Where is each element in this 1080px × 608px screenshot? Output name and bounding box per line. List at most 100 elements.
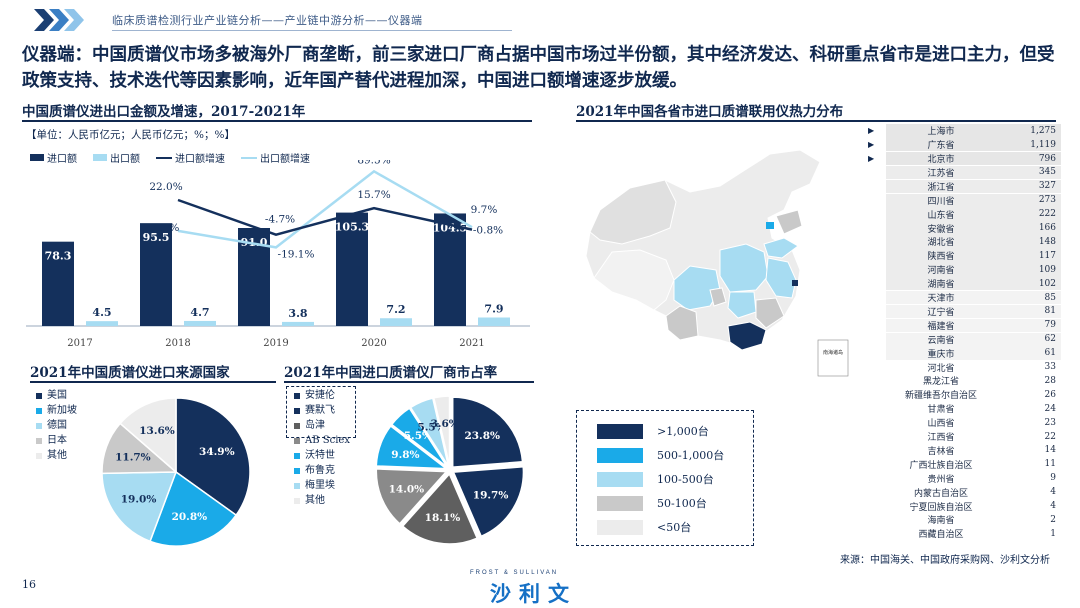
import-growth-label: -0.8% bbox=[473, 225, 503, 237]
x-tick-label: 2021 bbox=[459, 338, 484, 349]
province-row: 吉林省 14 bbox=[886, 443, 1061, 459]
province-row: 甘肃省 24 bbox=[886, 402, 1061, 417]
pie-legend-item: 岛津 bbox=[294, 418, 350, 433]
province-row: 辽宁省 81 bbox=[886, 304, 1061, 320]
chevron-logo-icon bbox=[34, 9, 84, 31]
top3-highlight-box bbox=[286, 386, 356, 438]
map-central bbox=[719, 243, 769, 293]
import-bar bbox=[434, 213, 466, 326]
pie1-chart: 34.9% 20.8% 19.0% 11.7% 13.6% bbox=[101, 397, 251, 547]
page-number: 16 bbox=[22, 578, 36, 591]
legend-import-growth: 进口额增速 bbox=[156, 150, 225, 165]
pie-slice bbox=[451, 396, 524, 468]
pie-legend-item: 其他 bbox=[36, 448, 77, 463]
province-row: ▶ 广东省 1,119 bbox=[868, 137, 1061, 153]
pie1-rule bbox=[30, 381, 276, 383]
province-row: 海南省 2 bbox=[886, 513, 1061, 528]
pie-slice-label: 11.7% bbox=[115, 451, 151, 463]
pie-slice bbox=[452, 465, 525, 538]
legend-export-growth: 出口额增速 bbox=[241, 150, 310, 165]
pie-slice bbox=[119, 397, 177, 474]
pie-legend-item: 其他 bbox=[294, 493, 350, 508]
province-row: 山东省 222 bbox=[886, 207, 1061, 222]
export-bar bbox=[282, 321, 314, 326]
import-bar-label: 95.5 bbox=[143, 231, 170, 244]
bar-chart-title: 中国质谱仪进出口金额及增速，2017-2021年 bbox=[22, 104, 306, 120]
bar-chart-legend: 进口额 出口额 进口额增速 出口额增速 bbox=[30, 150, 310, 165]
province-row: 山西省 23 bbox=[886, 415, 1061, 431]
pie-slice bbox=[409, 397, 450, 467]
province-row: 福建省 79 bbox=[886, 318, 1061, 334]
logo-subtitle: FROST & SULLIVAN bbox=[470, 570, 559, 576]
pie-slice-label: 5.5% bbox=[404, 430, 432, 442]
pie-legend-item: AB Sciex bbox=[294, 433, 350, 448]
export-bar bbox=[478, 317, 510, 326]
x-tick-label: 2018 bbox=[165, 338, 190, 349]
map-beijing bbox=[766, 222, 774, 229]
import-growth-label: 22.0% bbox=[149, 181, 182, 193]
pie-slice bbox=[432, 395, 451, 467]
pie-slice-label: 3.6% bbox=[431, 418, 459, 430]
export-bar bbox=[184, 320, 216, 326]
map-chongqing bbox=[709, 287, 727, 307]
province-row: 重庆市 61 bbox=[886, 346, 1061, 361]
pie-slice-label: 19.0% bbox=[121, 493, 157, 505]
pie1-legend: 美国 新加坡 德国 日本 其他 bbox=[36, 388, 77, 463]
pie-slice-label: 34.9% bbox=[199, 446, 235, 458]
map-guangdong bbox=[727, 321, 767, 351]
pie-slice-label: 5.5% bbox=[417, 421, 445, 433]
province-row: 陕西省 117 bbox=[886, 249, 1061, 264]
pie2-rule bbox=[284, 381, 534, 383]
map-title: 2021年中国各省市进口质谱联用仪热力分布 bbox=[576, 104, 844, 120]
export-bar bbox=[86, 321, 118, 326]
pie-slice bbox=[401, 472, 479, 545]
pie-slice-label: 20.8% bbox=[172, 511, 208, 523]
map-yunnan bbox=[665, 305, 699, 341]
map-northeast bbox=[775, 209, 803, 235]
export-bar-label: 7.2 bbox=[386, 303, 405, 316]
province-row: 湖北省 148 bbox=[886, 235, 1061, 250]
export-growth-label: 9.7% bbox=[471, 204, 498, 216]
pie-legend-item: 美国 bbox=[36, 388, 77, 403]
map-legend-1000: >1,000台 bbox=[597, 423, 709, 439]
province-row: 天津市 85 bbox=[886, 290, 1061, 306]
map-legend-lt50: <50台 bbox=[597, 519, 691, 535]
map-shanghai bbox=[792, 280, 798, 286]
pie2-chart: 23.8% 19.7% 18.1% 14.0% 9.8% 5.5%5.5%3.6% bbox=[375, 395, 525, 545]
map-tibet bbox=[593, 249, 675, 311]
import-bar bbox=[336, 212, 368, 326]
province-row: 安徽省 166 bbox=[886, 221, 1061, 236]
province-row: 新疆维吾尔自治区 26 bbox=[886, 388, 1061, 403]
province-row: 内蒙古自治区 4 bbox=[886, 485, 1061, 500]
map-legend-500: 500-1,000台 bbox=[597, 447, 724, 463]
bar-chart-rule bbox=[22, 120, 532, 122]
map-hunan bbox=[727, 291, 757, 319]
pie-slice bbox=[149, 470, 238, 547]
pie-legend-item: 德国 bbox=[36, 418, 77, 433]
pie-legend-item: 梅里埃 bbox=[294, 478, 350, 493]
map-legend: >1,000台 500-1,000台 100-500台 50-100台 <50台 bbox=[576, 410, 754, 546]
pie1-title: 2021年中国质谱仪进口来源国家 bbox=[30, 365, 230, 381]
import-bar bbox=[42, 241, 74, 326]
pie2-legend: 安捷伦 赛默飞 岛津 AB Sciex 沃特世 布鲁克 梅里埃 其他 bbox=[294, 388, 350, 508]
map-shandong bbox=[763, 237, 799, 259]
export-bar bbox=[380, 318, 412, 326]
pie-slice bbox=[375, 425, 449, 470]
province-row: 河北省 33 bbox=[886, 360, 1061, 375]
export-bar-label: 4.7 bbox=[190, 306, 209, 319]
pie-slice-label: 18.1% bbox=[425, 512, 461, 524]
highlight-arrow-icon: ▶ bbox=[868, 140, 875, 150]
pie-legend-item: 安捷伦 bbox=[294, 388, 350, 403]
brand-logo: 沙利文 bbox=[490, 582, 577, 606]
export-growth-label: 89.5% bbox=[357, 160, 390, 166]
province-row: ▶ 上海市 1,275 bbox=[868, 124, 1061, 139]
province-row: 广西壮族自治区 11 bbox=[886, 457, 1061, 473]
pie-legend-item: 布鲁克 bbox=[294, 463, 350, 478]
province-table: ▶ 上海市 1,275 ▶ 广东省 1,119 ▶ 北京市 796 江苏省 345 浙江省 327 四川省… bbox=[868, 124, 1061, 544]
pie-slice-label: 14.0% bbox=[389, 484, 425, 496]
import-bar bbox=[140, 223, 172, 326]
pie-slice bbox=[390, 407, 448, 468]
pie-slice bbox=[101, 471, 178, 543]
pie-slice-label: 9.8% bbox=[391, 449, 419, 461]
pie-slice-label: 23.8% bbox=[464, 430, 500, 442]
